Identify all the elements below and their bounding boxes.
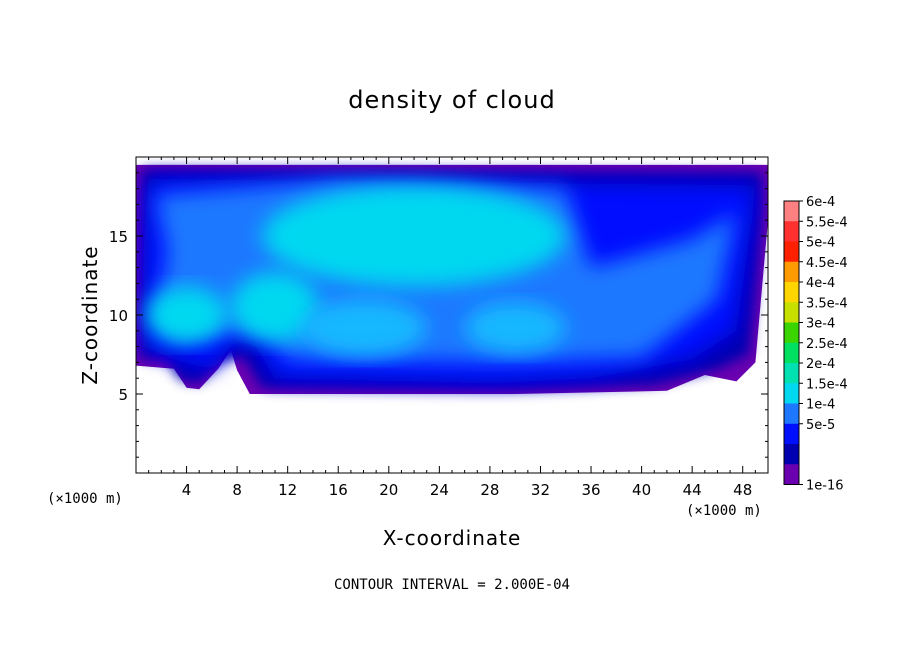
colorbar-swatch [784, 363, 799, 384]
colorbar-label: 3e-4 [806, 317, 835, 332]
chart-title: density of cloud [348, 86, 556, 114]
density-peak-far-left [146, 286, 228, 344]
colorbar-swatch [784, 302, 799, 323]
colorbar-swatch [784, 221, 799, 242]
x-tick-label: 16 [329, 481, 348, 499]
y-tick-label: 5 [118, 386, 128, 404]
colorbar-swatch [784, 261, 799, 283]
x-tick-label: 48 [733, 481, 752, 499]
x-tick-label: 28 [480, 481, 499, 499]
colorbar-label: 6e-4 [806, 195, 835, 210]
x-tick-label: 4 [182, 481, 192, 499]
colorbar-swatch [784, 444, 799, 465]
density-peak-core [262, 185, 566, 287]
colorbar-label: 1e-16 [806, 479, 844, 494]
colorbar-swatch [784, 241, 799, 263]
colorbar-swatch [784, 464, 799, 485]
colorbar-label: 2.5e-4 [806, 337, 848, 352]
colorbar-swatch [784, 423, 799, 445]
colorbar-swatch [784, 282, 799, 303]
colorbar: 6e-4 5.5e-4 5e-4 4.5e-4 4e-4 3.5e-4 3e-4 2.5e-4… [783, 195, 848, 494]
x-tick-label: 8 [232, 481, 242, 499]
colorbar-label: 4.5e-4 [806, 256, 848, 271]
x-unit-label-left: (×1000 m) [47, 491, 123, 507]
x-axis: 4 8 12 16 20 24 28 32 36 40 44 48 [148, 157, 756, 499]
colorbar-label: 4e-4 [806, 276, 835, 291]
contour-interval-note: CONTOUR INTERVAL = 2.000E-04 [333, 577, 570, 593]
density-lower-band [300, 299, 427, 357]
colorbar-label: 2e-4 [806, 357, 835, 372]
colorbar-swatch [784, 342, 799, 364]
colorbar-swatch [784, 383, 799, 404]
colorbar-label: 5e-5 [806, 418, 835, 433]
x-tick-label: 24 [430, 481, 449, 499]
x-tick-label: 20 [379, 481, 398, 499]
colorbar-swatch [784, 201, 799, 222]
y-tick-label: 15 [109, 228, 128, 246]
colorbar-label: 3.5e-4 [806, 296, 848, 311]
colorbar-label: 1.5e-4 [806, 377, 848, 392]
colorbar-swatch [784, 403, 799, 425]
density-peak-left [230, 272, 320, 342]
x-axis-label: X-coordinate [382, 526, 522, 550]
colorbar-swatch [784, 322, 799, 344]
x-unit-label-right: (×1000 m) [686, 503, 762, 519]
colorbar-label: 1e-4 [806, 398, 835, 413]
y-axis-label: Z-coordinate [78, 245, 102, 385]
density-lower-band-right [464, 302, 566, 353]
x-tick-label: 12 [278, 481, 297, 499]
x-tick-label: 40 [632, 481, 651, 499]
y-axis: 5 10 15 [109, 172, 768, 458]
colorbar-label: 5.5e-4 [806, 215, 848, 230]
x-tick-label: 44 [683, 481, 702, 499]
colorbar-frame [783, 200, 800, 485]
x-tick-label: 32 [531, 481, 550, 499]
colorbar-label: 5e-4 [806, 236, 835, 251]
density-field [136, 164, 768, 394]
x-tick-label: 36 [581, 481, 600, 499]
y-tick-label: 10 [109, 307, 128, 325]
